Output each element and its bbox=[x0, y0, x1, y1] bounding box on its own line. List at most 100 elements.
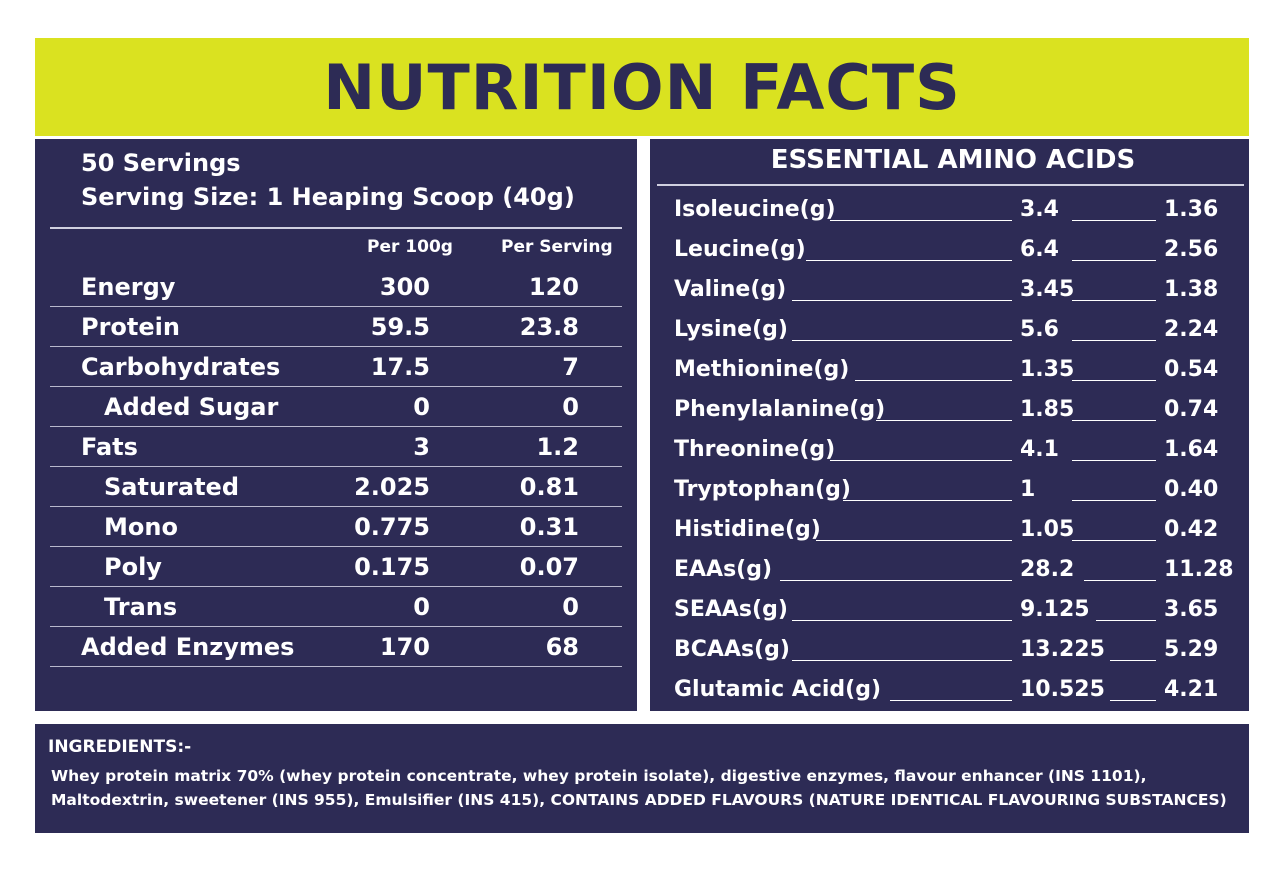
page-title: NUTRITION FACTS bbox=[323, 50, 961, 124]
per-serving-value: 0 bbox=[562, 593, 579, 621]
leader-line bbox=[830, 460, 1012, 461]
nutrition-row: Added Sugar 0 0 bbox=[50, 387, 622, 427]
amino-row: EAAs(g) 28.2 11.28 bbox=[650, 551, 1249, 591]
amino-label: Valine(g) bbox=[674, 277, 787, 302]
per-serving-value: 2.56 bbox=[1164, 237, 1219, 262]
column-header-per-100g: Per 100g bbox=[367, 237, 453, 257]
nutrition-panel: 50 Servings Serving Size: 1 Heaping Scoo… bbox=[35, 139, 637, 711]
per-100g-value: 5.6 bbox=[1020, 317, 1059, 342]
per-serving-value: 3.65 bbox=[1164, 597, 1219, 622]
amino-label: BCAAs(g) bbox=[674, 637, 790, 662]
amino-label: Histidine(g) bbox=[674, 517, 821, 542]
nutrition-row: Saturated 2.025 0.81 bbox=[50, 467, 622, 507]
nutrition-row: Trans 0 0 bbox=[50, 587, 622, 627]
amino-row: Lysine(g) 5.6 2.24 bbox=[650, 311, 1249, 351]
per-100g-value: 3.45 bbox=[1020, 277, 1075, 302]
divider bbox=[657, 184, 1244, 186]
leader-line bbox=[1072, 420, 1156, 421]
leader-line bbox=[890, 700, 1012, 701]
per-serving-value: 11.28 bbox=[1164, 557, 1234, 582]
nutrient-label: Saturated bbox=[104, 473, 239, 501]
leader-line bbox=[876, 420, 1012, 421]
per-100g-value: 9.125 bbox=[1020, 597, 1090, 622]
nutrient-label: Added Sugar bbox=[104, 393, 279, 421]
ingredients-panel: INGREDIENTS:- Whey protein matrix 70% (w… bbox=[35, 724, 1249, 833]
amino-label: Isoleucine(g) bbox=[674, 197, 836, 222]
divider bbox=[50, 227, 622, 229]
nutrition-row: Added Enzymes 170 68 bbox=[50, 627, 622, 667]
per-serving-value: 0.42 bbox=[1164, 517, 1219, 542]
amino-label: Tryptophan(g) bbox=[674, 477, 851, 502]
nutrition-row: Carbohydrates 17.5 7 bbox=[50, 347, 622, 387]
amino-row: Isoleucine(g) 3.4 1.36 bbox=[650, 191, 1249, 231]
amino-label: SEAAs(g) bbox=[674, 597, 788, 622]
ingredients-line: Maltodextrin, sweetener (INS 955), Emuls… bbox=[51, 791, 1227, 809]
servings-count: 50 Servings bbox=[81, 149, 241, 177]
nutrition-row: Protein 59.5 23.8 bbox=[50, 307, 622, 347]
amino-label: Glutamic Acid(g) bbox=[674, 677, 882, 702]
amino-row: Phenylalanine(g) 1.85 0.74 bbox=[650, 391, 1249, 431]
leader-line bbox=[1072, 540, 1156, 541]
leader-line bbox=[1072, 340, 1156, 341]
per-100g-value: 2.025 bbox=[354, 473, 430, 501]
per-100g-value: 1 bbox=[1020, 477, 1036, 502]
leader-line bbox=[1072, 380, 1156, 381]
leader-line bbox=[1072, 300, 1156, 301]
nutrition-row: Poly 0.175 0.07 bbox=[50, 547, 622, 587]
per-serving-value: 1.38 bbox=[1164, 277, 1219, 302]
nutrient-label: Added Enzymes bbox=[81, 633, 295, 661]
per-100g-value: 59.5 bbox=[370, 313, 430, 341]
per-serving-value: 68 bbox=[545, 633, 579, 661]
per-serving-value: 2.24 bbox=[1164, 317, 1219, 342]
amino-row: SEAAs(g) 9.125 3.65 bbox=[650, 591, 1249, 631]
amino-row: Threonine(g) 4.1 1.64 bbox=[650, 431, 1249, 471]
per-100g-value: 0 bbox=[413, 593, 430, 621]
leader-line bbox=[1110, 660, 1156, 661]
leader-line bbox=[1096, 620, 1156, 621]
per-serving-value: 1.36 bbox=[1164, 197, 1219, 222]
leader-line bbox=[1084, 580, 1156, 581]
nutrient-label: Protein bbox=[81, 313, 180, 341]
amino-acids-title: ESSENTIAL AMINO ACIDS bbox=[770, 145, 1136, 175]
column-header-per-serving: Per Serving bbox=[501, 237, 613, 257]
ingredients-title: INGREDIENTS:- bbox=[48, 737, 192, 757]
per-serving-value: 0.31 bbox=[519, 513, 579, 541]
amino-row: Methionine(g) 1.35 0.54 bbox=[650, 351, 1249, 391]
per-serving-value: 23.8 bbox=[519, 313, 579, 341]
leader-line bbox=[780, 580, 1012, 581]
per-serving-value: 4.21 bbox=[1164, 677, 1219, 702]
header-banner: NUTRITION FACTS bbox=[35, 38, 1249, 136]
leader-line bbox=[806, 260, 1012, 261]
nutrient-label: Mono bbox=[104, 513, 178, 541]
per-100g-value: 1.05 bbox=[1020, 517, 1075, 542]
leader-line bbox=[1072, 220, 1156, 221]
per-100g-value: 10.525 bbox=[1020, 677, 1105, 702]
nutrient-label: Poly bbox=[104, 553, 162, 581]
per-100g-value: 300 bbox=[379, 273, 430, 301]
per-serving-value: 120 bbox=[528, 273, 579, 301]
amino-row: Tryptophan(g) 1 0.40 bbox=[650, 471, 1249, 511]
leader-line bbox=[792, 300, 1012, 301]
per-100g-value: 3 bbox=[413, 433, 430, 461]
per-serving-value: 5.29 bbox=[1164, 637, 1219, 662]
leader-line bbox=[792, 620, 1012, 621]
leader-line bbox=[1072, 260, 1156, 261]
per-100g-value: 17.5 bbox=[370, 353, 430, 381]
per-serving-value: 0.07 bbox=[519, 553, 579, 581]
leader-line bbox=[855, 380, 1012, 381]
per-100g-value: 1.85 bbox=[1020, 397, 1075, 422]
per-100g-value: 170 bbox=[379, 633, 430, 661]
per-100g-value: 4.1 bbox=[1020, 437, 1059, 462]
per-100g-value: 0.175 bbox=[354, 553, 430, 581]
leader-line bbox=[1110, 700, 1156, 701]
ingredients-text: Whey protein matrix 70% (whey protein co… bbox=[51, 764, 1241, 812]
per-100g-value: 28.2 bbox=[1020, 557, 1075, 582]
per-100g-value: 0.775 bbox=[354, 513, 430, 541]
leader-line bbox=[1072, 500, 1156, 501]
nutrition-row: Fats 3 1.2 bbox=[50, 427, 622, 467]
per-100g-value: 0 bbox=[413, 393, 430, 421]
per-100g-value: 6.4 bbox=[1020, 237, 1059, 262]
leader-line bbox=[792, 660, 1012, 661]
per-100g-value: 1.35 bbox=[1020, 357, 1075, 382]
amino-row: Valine(g) 3.45 1.38 bbox=[650, 271, 1249, 311]
